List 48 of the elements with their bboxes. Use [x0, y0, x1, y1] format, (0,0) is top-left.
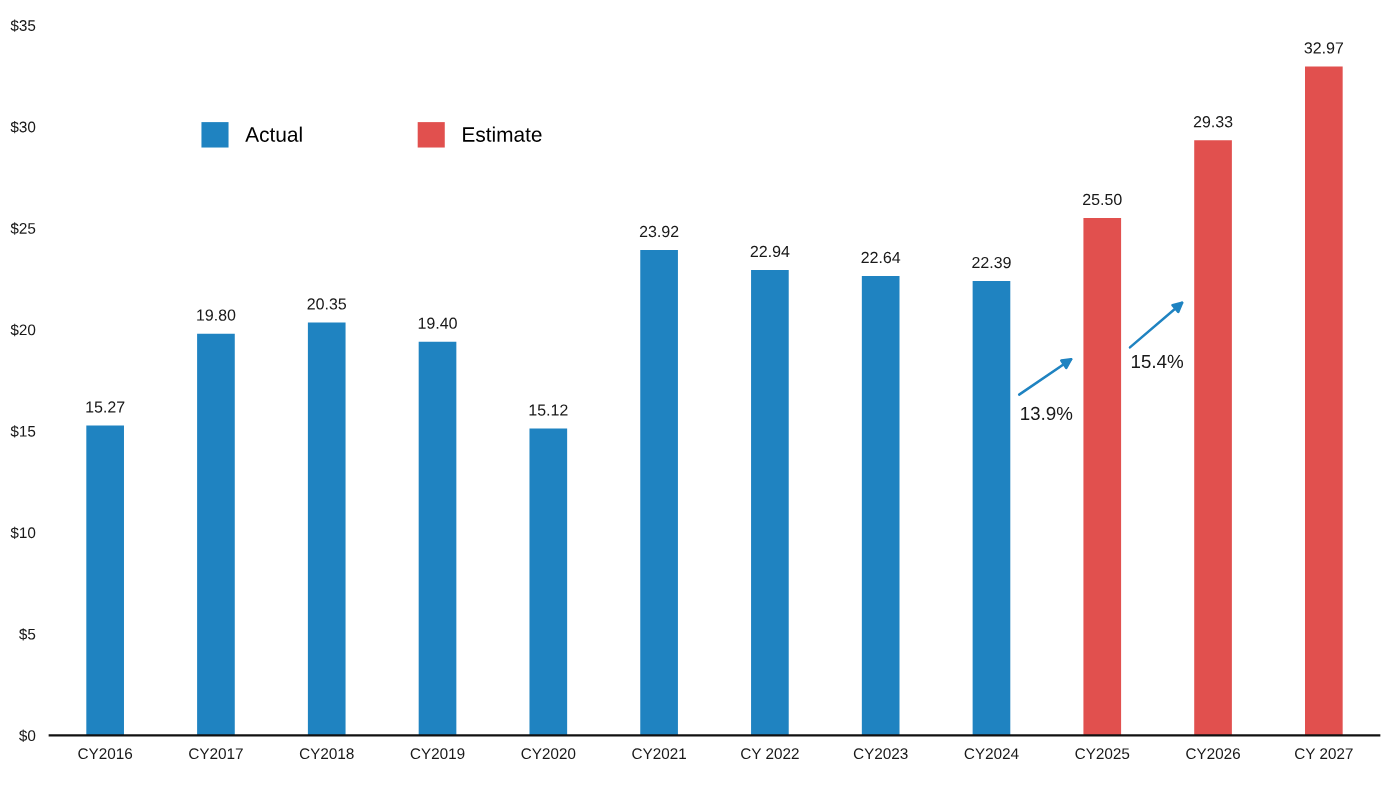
bar	[972, 281, 1011, 736]
bar	[861, 276, 900, 736]
x-tick-label: CY2023	[853, 748, 908, 760]
y-tick-label: $30	[10, 120, 36, 134]
annotation: 15.4%	[1131, 354, 1184, 369]
x-tick-label: CY2020	[521, 748, 576, 760]
y-tick-label: $20	[10, 323, 36, 337]
y-tick-label: $25	[10, 222, 36, 235]
x-tick-label: CY2025	[1075, 748, 1130, 760]
y-tick-label: $0	[19, 729, 36, 742]
y-tick-label: $5	[19, 628, 36, 641]
y-tick-label: $35	[10, 19, 36, 32]
x-tick-label: CY2024	[964, 748, 1019, 760]
bar	[307, 322, 346, 736]
data-label: 22.94	[750, 245, 790, 258]
x-tick-label: CY2017	[189, 748, 243, 760]
data-label: 22.39	[972, 256, 1011, 269]
data-label: 32.97	[1304, 42, 1344, 54]
legend-label: Estimate	[463, 126, 542, 142]
x-tick-label: CY2026	[1186, 748, 1240, 760]
annotation: 13.9%	[1021, 406, 1073, 421]
bar	[1194, 140, 1232, 736]
data-label: 19.40	[418, 317, 457, 329]
data-label: 22.64	[861, 251, 901, 264]
x-tick-label: CY2021	[632, 748, 686, 760]
data-label: 25.50	[1083, 193, 1122, 206]
legend-label: Actual	[245, 126, 302, 142]
bar	[751, 269, 789, 736]
bar	[1305, 66, 1343, 736]
data-label: 23.92	[639, 225, 679, 238]
x-tick-label: CY 2027	[1295, 748, 1353, 760]
x-tick-label: CY2019	[410, 748, 465, 760]
bar	[640, 250, 678, 736]
bar	[1083, 217, 1122, 736]
x-tick-label: CY2016	[78, 748, 133, 760]
bar	[418, 341, 457, 736]
data-label: 19.80	[197, 309, 236, 321]
data-label: 15.12	[529, 404, 568, 416]
y-tick-label: $10	[10, 526, 36, 540]
x-tick-label: CY2018	[299, 748, 354, 760]
bar	[197, 333, 235, 736]
bar	[529, 428, 568, 736]
data-label: 15.27	[86, 401, 125, 413]
data-label: 29.33	[1193, 116, 1233, 128]
bar	[86, 425, 124, 736]
y-tick-label: $15	[10, 425, 36, 438]
x-tick-label: CY 2022	[741, 748, 799, 760]
data-label: 20.35	[307, 298, 347, 310]
